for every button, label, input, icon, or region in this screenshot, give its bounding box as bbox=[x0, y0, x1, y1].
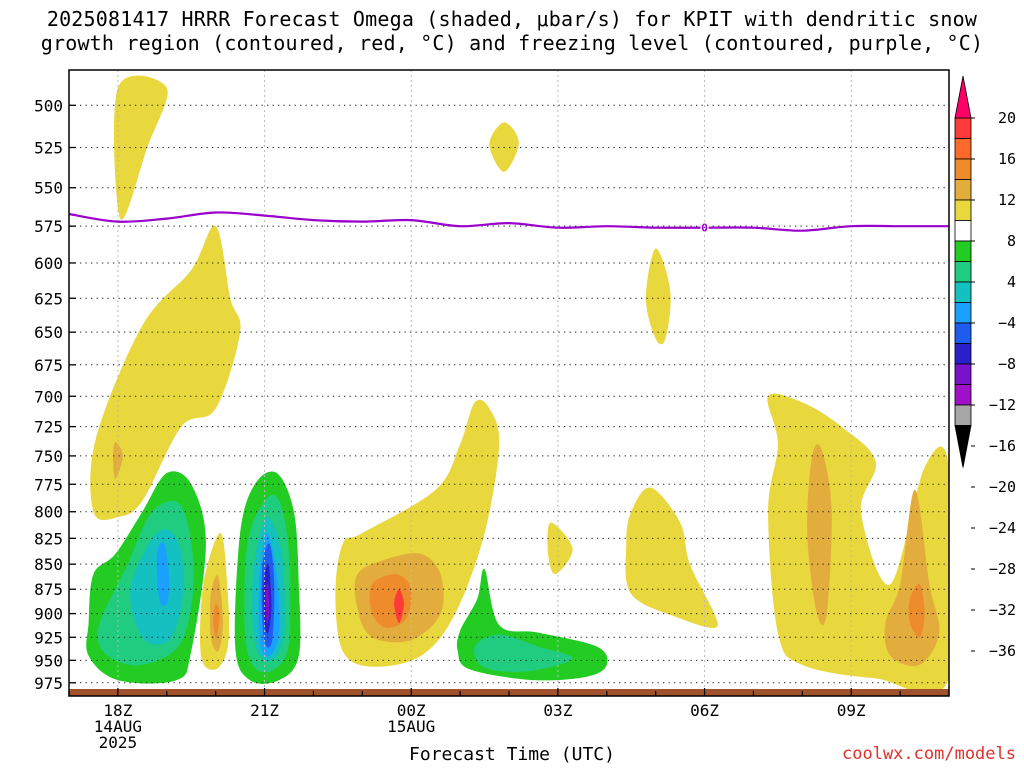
omega-region bbox=[547, 522, 573, 575]
y-tick-label: 900 bbox=[34, 605, 63, 624]
colorbar-label: 20 bbox=[998, 109, 1016, 127]
omega-region bbox=[156, 542, 170, 607]
omega-region bbox=[473, 634, 573, 672]
y-tick-label: 750 bbox=[34, 447, 63, 466]
x-tick-label: 2025 bbox=[99, 733, 138, 752]
y-tick-label: 800 bbox=[34, 503, 63, 522]
colorbar-label: −28 bbox=[989, 560, 1016, 578]
omega-region bbox=[807, 444, 832, 626]
y-tick-label: 950 bbox=[34, 651, 63, 670]
chart-title-line2: growth region (contoured, red, °C) and f… bbox=[40, 31, 984, 55]
omega-region bbox=[908, 583, 925, 638]
colorbar: 20 16 12 8 4 −4 −8 −12 −16 −20 −24 −28 −32 −36 bbox=[954, 75, 1016, 660]
grid-lines bbox=[69, 70, 949, 696]
freezing-level-line bbox=[69, 211, 949, 232]
omega-region bbox=[130, 529, 185, 645]
y-tick-label: 650 bbox=[34, 323, 63, 342]
colorbar-segment bbox=[954, 138, 972, 160]
y-tick-label: 700 bbox=[34, 387, 63, 406]
colorbar-label: −4 bbox=[998, 314, 1016, 332]
omega-region bbox=[213, 603, 220, 638]
y-tick-label: 975 bbox=[34, 674, 63, 693]
colorbar-segment bbox=[954, 261, 972, 283]
y-tick-label: 575 bbox=[34, 217, 63, 236]
omega-region bbox=[625, 487, 718, 628]
omega-region bbox=[645, 248, 671, 345]
colorbar-segment bbox=[954, 158, 972, 180]
y-axis-ticks: 500 525 550 575 600 625 650 675 700 725 750 775 800 8… bbox=[34, 96, 76, 693]
x-tick-label: 06Z bbox=[690, 701, 719, 720]
y-tick-label: 725 bbox=[34, 418, 63, 437]
colorbar-label: −36 bbox=[989, 642, 1016, 660]
omega-region bbox=[90, 225, 241, 520]
y-tick-label: 775 bbox=[34, 475, 63, 494]
colorbar-label: 16 bbox=[998, 150, 1016, 168]
y-tick-label: 825 bbox=[34, 529, 63, 548]
omega-shading bbox=[86, 75, 949, 695]
y-tick-label: 525 bbox=[34, 138, 63, 157]
x-tick-label: 15AUG bbox=[387, 717, 435, 736]
colorbar-label: 8 bbox=[1007, 232, 1016, 250]
omega-region bbox=[265, 583, 270, 624]
freezing-level-label: 0 bbox=[701, 222, 708, 235]
colorbar-segment bbox=[954, 199, 972, 221]
x-tick-label: 03Z bbox=[543, 701, 572, 720]
x-tick-label: 14AUG bbox=[94, 717, 142, 736]
colorbar-segment bbox=[954, 404, 972, 426]
colorbar-label: −32 bbox=[989, 601, 1016, 619]
colorbar-segment bbox=[954, 384, 972, 406]
colorbar-label: −16 bbox=[989, 437, 1016, 455]
omega-region bbox=[884, 489, 940, 667]
y-tick-label: 500 bbox=[34, 96, 63, 115]
colorbar-segment bbox=[954, 117, 972, 139]
colorbar-segment bbox=[954, 220, 972, 242]
colorbar-bottom-arrow bbox=[954, 425, 972, 468]
y-tick-label: 875 bbox=[34, 580, 63, 599]
y-tick-label: 675 bbox=[34, 356, 63, 375]
colorbar-segment bbox=[954, 281, 972, 303]
colorbar-label: −8 bbox=[998, 355, 1016, 373]
colorbar-segment bbox=[954, 302, 972, 324]
colorbar-label: 4 bbox=[1007, 273, 1016, 291]
y-tick-label: 600 bbox=[34, 254, 63, 273]
y-tick-label: 850 bbox=[34, 555, 63, 574]
colorbar-segment bbox=[954, 240, 972, 262]
colorbar-top-arrow bbox=[954, 75, 972, 119]
colorbar-segment bbox=[954, 343, 972, 365]
colorbar-label: 12 bbox=[998, 191, 1016, 209]
colorbar-label: −24 bbox=[989, 519, 1016, 537]
omega-region bbox=[394, 589, 404, 624]
colorbar-label: −20 bbox=[989, 478, 1016, 496]
colorbar-segment bbox=[954, 363, 972, 385]
freezing-level-contour: 0 bbox=[69, 211, 949, 235]
x-tick-label: 21Z bbox=[250, 701, 279, 720]
y-tick-label: 550 bbox=[34, 179, 63, 198]
y-tick-label: 925 bbox=[34, 628, 63, 647]
credit-link[interactable]: coolwx.com/models bbox=[842, 744, 1016, 764]
x-tick-label: 00Z bbox=[397, 701, 426, 720]
x-axis-title: Forecast Time (UTC) bbox=[409, 744, 615, 765]
colorbar-segment bbox=[954, 179, 972, 201]
x-tick-label: 09Z bbox=[837, 701, 866, 720]
freezing-level-label-bg bbox=[700, 221, 709, 234]
colorbar-segment bbox=[954, 322, 972, 344]
chart-title-line1: 2025081417 HRRR Forecast Omega (shaded, … bbox=[46, 7, 978, 31]
colorbar-label: −12 bbox=[989, 396, 1016, 414]
y-tick-label: 625 bbox=[34, 289, 63, 308]
x-tick-label: 18Z bbox=[103, 701, 132, 720]
